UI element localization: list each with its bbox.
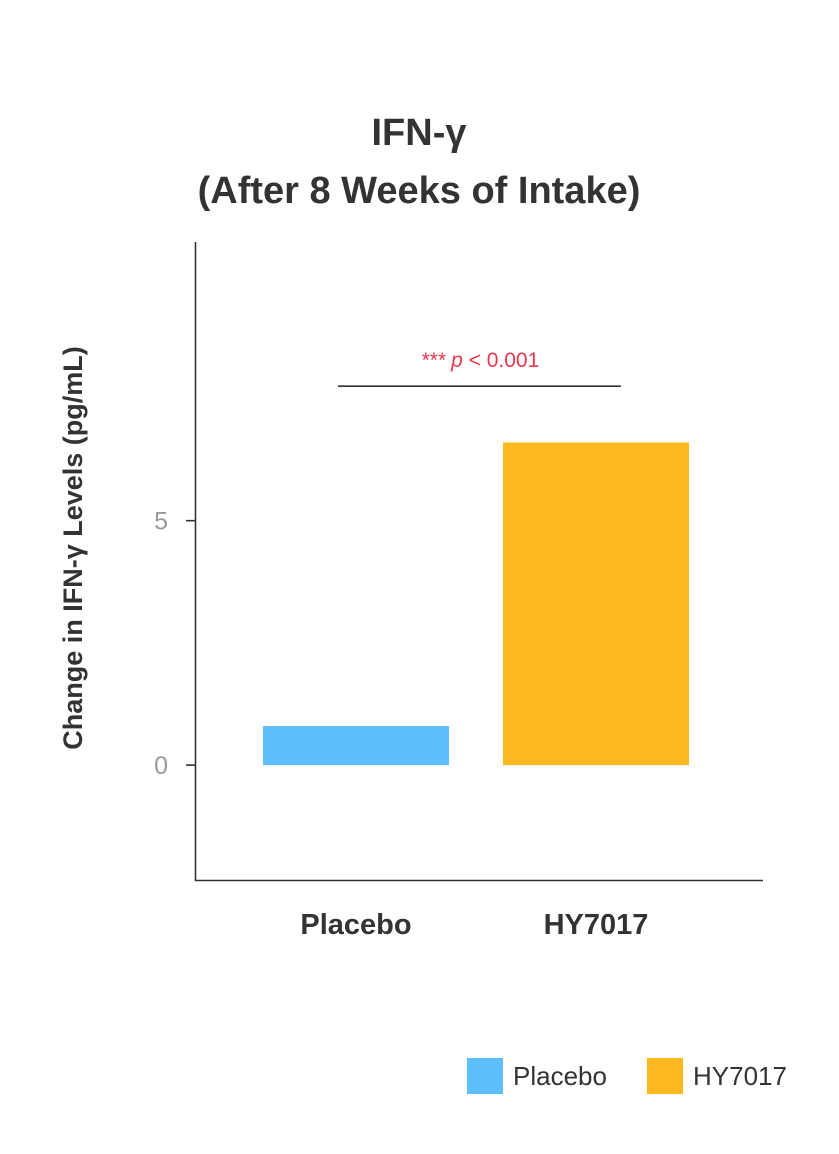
category-label-hy7017: HY7017: [544, 909, 649, 941]
significance-p-value: < 0.001: [469, 349, 540, 372]
legend-label-placebo: Placebo: [513, 1061, 607, 1091]
legend-swatch-hy7017: [647, 1058, 683, 1094]
category-labels: Placebo HY7017: [300, 909, 648, 941]
significance-p-symbol: p: [450, 349, 469, 372]
legend: Placebo HY7017: [467, 1058, 787, 1094]
bar-placebo: [263, 726, 449, 766]
bars: [263, 442, 689, 766]
y-tick-label: 0: [154, 752, 168, 780]
y-ticks: 05: [154, 508, 195, 780]
legend-label-hy7017: HY7017: [693, 1061, 787, 1091]
bar-hy7017: [503, 442, 689, 766]
y-tick-label: 5: [154, 508, 168, 536]
y-axis-label: Change in IFN-γ Levels (pg/mL): [58, 346, 88, 750]
category-label-placebo: Placebo: [300, 909, 411, 941]
significance-stars: ***: [421, 349, 451, 372]
significance-annotation: *** p < 0.001: [338, 349, 621, 388]
chart-title-line-1: IFN-γ: [372, 112, 467, 154]
significance-label: *** p < 0.001: [421, 349, 540, 372]
chart-title-line-2: (After 8 Weeks of Intake): [198, 170, 641, 212]
legend-swatch-placebo: [467, 1058, 503, 1094]
